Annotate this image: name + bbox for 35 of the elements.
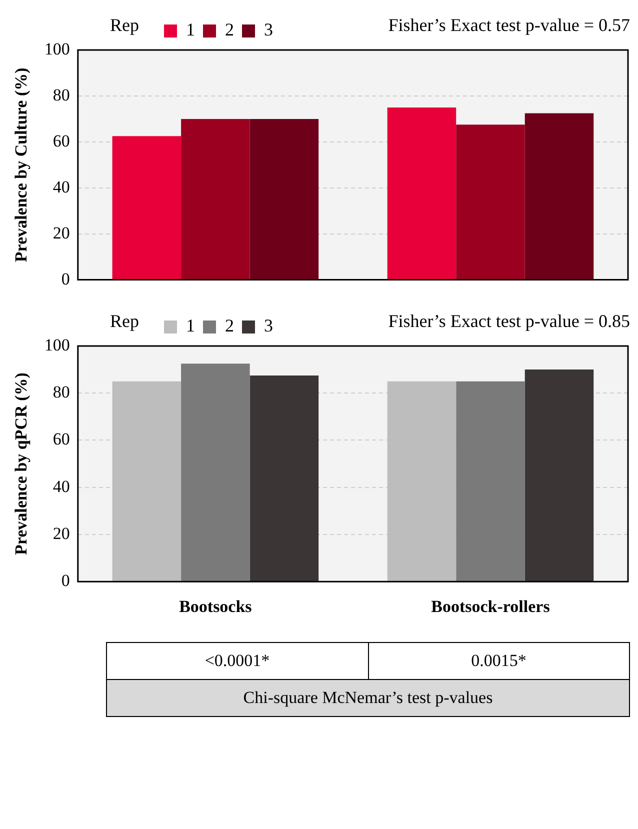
x-tick-label: Bootsocks: [179, 597, 252, 616]
bar: [456, 381, 525, 582]
legend-title: Rep: [110, 311, 139, 331]
legend-label: 2: [225, 316, 234, 336]
y-tick-label: 80: [52, 85, 70, 104]
x-tick-label: Bootsock-rollers: [431, 597, 550, 616]
text: 0.0015*: [368, 643, 629, 679]
y-tick-label: 80: [52, 382, 70, 402]
legend-label: 1: [186, 316, 195, 336]
text: <0.0001*: [204, 650, 271, 672]
y-tick-label: 100: [44, 335, 70, 354]
legend-label: 3: [264, 316, 273, 336]
bar: [112, 381, 182, 582]
y-tick-label: 20: [52, 524, 70, 543]
bar: [387, 381, 456, 582]
bar: [181, 364, 250, 582]
text: Chi-square McNemar’s test p-values: [107, 679, 629, 716]
y-tick-label: 60: [52, 131, 70, 150]
legend-label: 1: [186, 20, 195, 40]
y-tick-label: 0: [61, 269, 70, 288]
y-tick-label: 40: [52, 476, 70, 496]
y-axis-title: Prevalence by Culture (%): [12, 68, 31, 262]
y-tick-label: 20: [52, 223, 70, 242]
y-tick-label: 0: [61, 571, 70, 590]
legend-title: Rep: [110, 15, 139, 35]
text: Fisher’s Exact test p-value = 0.85: [388, 311, 630, 331]
legend-label: 3: [264, 20, 273, 40]
text: Fisher’s Exact test p-value = 0.57: [388, 15, 630, 35]
y-tick-label: 40: [52, 177, 70, 196]
y-axis-title: Prevalence by qPCR (%): [12, 372, 31, 556]
legend-label: 2: [225, 20, 234, 40]
y-tick-label: 100: [44, 39, 70, 58]
bar: [250, 375, 319, 582]
y-tick-label: 60: [52, 430, 70, 449]
bar: [524, 370, 594, 582]
